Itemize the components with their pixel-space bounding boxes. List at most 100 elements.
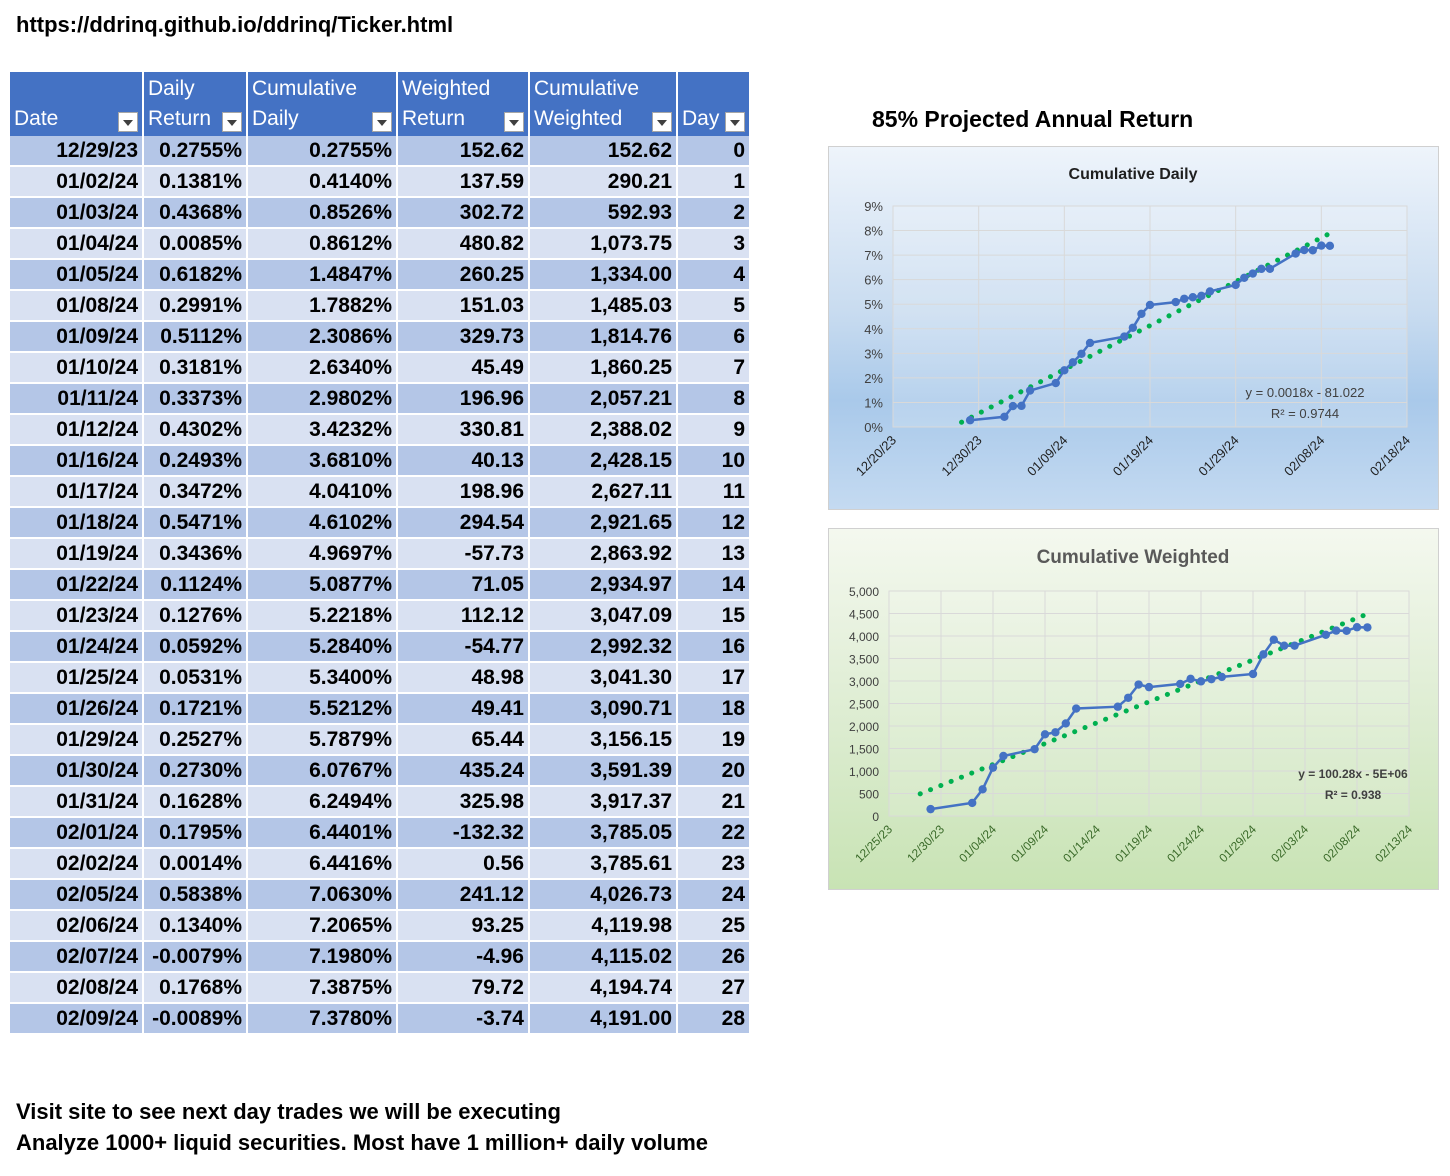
cell-cumulative-weighted[interactable]: 2,627.11 [529, 476, 678, 508]
cell-daily-return[interactable]: 0.3436% [143, 538, 248, 570]
cell-daily-return[interactable]: 0.4302% [143, 414, 248, 446]
cell-date[interactable]: 01/31/24 [10, 786, 144, 818]
cell-day[interactable]: 3 [677, 228, 751, 260]
cell-day[interactable]: 26 [677, 941, 751, 973]
cell-cumulative-weighted[interactable]: 152.62 [529, 136, 678, 167]
cell-cumulative-daily[interactable]: 5.2218% [247, 600, 398, 632]
cell-cumulative-weighted[interactable]: 1,860.25 [529, 352, 678, 384]
cell-date[interactable]: 02/02/24 [10, 848, 144, 880]
filter-dropdown-icon[interactable] [118, 112, 138, 132]
cell-daily-return[interactable]: 0.0014% [143, 848, 248, 880]
cell-date[interactable]: 01/22/24 [10, 569, 144, 601]
cell-day[interactable]: 28 [677, 1003, 751, 1035]
cell-cumulative-daily[interactable]: 5.5212% [247, 693, 398, 725]
cell-cumulative-daily[interactable]: 5.3400% [247, 662, 398, 694]
cell-cumulative-daily[interactable]: 7.3780% [247, 1003, 398, 1035]
cell-daily-return[interactable]: 0.2493% [143, 445, 248, 477]
cell-daily-return[interactable]: 0.5112% [143, 321, 248, 353]
cell-weighted-return[interactable]: 294.54 [397, 507, 530, 539]
cell-daily-return[interactable]: 0.2991% [143, 290, 248, 322]
col-header-weighted-return[interactable]: Weighted Return [397, 72, 530, 136]
cell-weighted-return[interactable]: 112.12 [397, 600, 530, 632]
cell-day[interactable]: 14 [677, 569, 751, 601]
cell-daily-return[interactable]: -0.0089% [143, 1003, 248, 1035]
cell-daily-return[interactable]: 0.1768% [143, 972, 248, 1004]
cell-daily-return[interactable]: 0.4368% [143, 197, 248, 229]
cell-day[interactable]: 21 [677, 786, 751, 818]
cell-cumulative-daily[interactable]: 0.8526% [247, 197, 398, 229]
cell-cumulative-daily[interactable]: 0.2755% [247, 136, 398, 167]
cell-daily-return[interactable]: 0.3373% [143, 383, 248, 415]
cell-cumulative-daily[interactable]: 3.4232% [247, 414, 398, 446]
cell-day[interactable]: 2 [677, 197, 751, 229]
cell-weighted-return[interactable]: 93.25 [397, 910, 530, 942]
cell-cumulative-daily[interactable]: 5.7879% [247, 724, 398, 756]
cell-date[interactable]: 02/01/24 [10, 817, 144, 849]
col-header-daily-return[interactable]: Daily Return [143, 72, 248, 136]
cell-weighted-return[interactable]: 65.44 [397, 724, 530, 756]
cell-cumulative-daily[interactable]: 7.3875% [247, 972, 398, 1004]
cell-daily-return[interactable]: 0.2730% [143, 755, 248, 787]
cell-weighted-return[interactable]: 137.59 [397, 166, 530, 198]
cell-weighted-return[interactable]: -54.77 [397, 631, 530, 663]
cell-date[interactable]: 01/12/24 [10, 414, 144, 446]
cell-cumulative-daily[interactable]: 4.9697% [247, 538, 398, 570]
cell-cumulative-weighted[interactable]: 1,073.75 [529, 228, 678, 260]
cell-cumulative-daily[interactable]: 0.4140% [247, 166, 398, 198]
cell-weighted-return[interactable]: 302.72 [397, 197, 530, 229]
cell-cumulative-weighted[interactable]: 4,026.73 [529, 879, 678, 911]
cell-cumulative-weighted[interactable]: 4,194.74 [529, 972, 678, 1004]
cell-date[interactable]: 01/17/24 [10, 476, 144, 508]
cell-cumulative-weighted[interactable]: 3,156.15 [529, 724, 678, 756]
cell-cumulative-weighted[interactable]: 1,334.00 [529, 259, 678, 291]
cell-weighted-return[interactable]: 329.73 [397, 321, 530, 353]
cell-cumulative-weighted[interactable]: 4,115.02 [529, 941, 678, 973]
cell-daily-return[interactable]: -0.0079% [143, 941, 248, 973]
cell-day[interactable]: 1 [677, 166, 751, 198]
cell-weighted-return[interactable]: -132.32 [397, 817, 530, 849]
cell-day[interactable]: 24 [677, 879, 751, 911]
cell-daily-return[interactable]: 0.0531% [143, 662, 248, 694]
cell-day[interactable]: 7 [677, 352, 751, 384]
cell-date[interactable]: 01/26/24 [10, 693, 144, 725]
cell-cumulative-weighted[interactable]: 290.21 [529, 166, 678, 198]
cell-daily-return[interactable]: 0.0085% [143, 228, 248, 260]
cell-weighted-return[interactable]: 196.96 [397, 383, 530, 415]
cell-date[interactable]: 01/16/24 [10, 445, 144, 477]
cell-cumulative-weighted[interactable]: 1,485.03 [529, 290, 678, 322]
cell-daily-return[interactable]: 0.3181% [143, 352, 248, 384]
cell-day[interactable]: 23 [677, 848, 751, 880]
cell-day[interactable]: 15 [677, 600, 751, 632]
cell-day[interactable]: 6 [677, 321, 751, 353]
col-header-date[interactable]: Date [10, 72, 144, 136]
cell-daily-return[interactable]: 0.5471% [143, 507, 248, 539]
cell-cumulative-daily[interactable]: 6.2494% [247, 786, 398, 818]
cell-daily-return[interactable]: 0.1276% [143, 600, 248, 632]
filter-dropdown-icon[interactable] [222, 112, 242, 132]
cell-daily-return[interactable]: 0.1381% [143, 166, 248, 198]
filter-dropdown-icon[interactable] [652, 112, 672, 132]
cell-weighted-return[interactable]: -3.74 [397, 1003, 530, 1035]
cell-cumulative-weighted[interactable]: 3,591.39 [529, 755, 678, 787]
cell-daily-return[interactable]: 0.1124% [143, 569, 248, 601]
cell-weighted-return[interactable]: 45.49 [397, 352, 530, 384]
cell-date[interactable]: 01/10/24 [10, 352, 144, 384]
cell-cumulative-weighted[interactable]: 4,191.00 [529, 1003, 678, 1035]
cell-cumulative-weighted[interactable]: 2,388.02 [529, 414, 678, 446]
cell-daily-return[interactable]: 0.6182% [143, 259, 248, 291]
cell-date[interactable]: 01/04/24 [10, 228, 144, 260]
cell-cumulative-weighted[interactable]: 4,119.98 [529, 910, 678, 942]
cell-cumulative-weighted[interactable]: 3,090.71 [529, 693, 678, 725]
cell-date[interactable]: 12/29/23 [10, 136, 144, 167]
cell-cumulative-daily[interactable]: 7.2065% [247, 910, 398, 942]
cell-cumulative-daily[interactable]: 0.8612% [247, 228, 398, 260]
cell-day[interactable]: 20 [677, 755, 751, 787]
cell-day[interactable]: 19 [677, 724, 751, 756]
cell-day[interactable]: 9 [677, 414, 751, 446]
cell-daily-return[interactable]: 0.0592% [143, 631, 248, 663]
cell-date[interactable]: 02/07/24 [10, 941, 144, 973]
cell-cumulative-daily[interactable]: 3.6810% [247, 445, 398, 477]
cell-weighted-return[interactable]: 325.98 [397, 786, 530, 818]
cell-weighted-return[interactable]: 241.12 [397, 879, 530, 911]
filter-dropdown-icon[interactable] [725, 112, 745, 132]
